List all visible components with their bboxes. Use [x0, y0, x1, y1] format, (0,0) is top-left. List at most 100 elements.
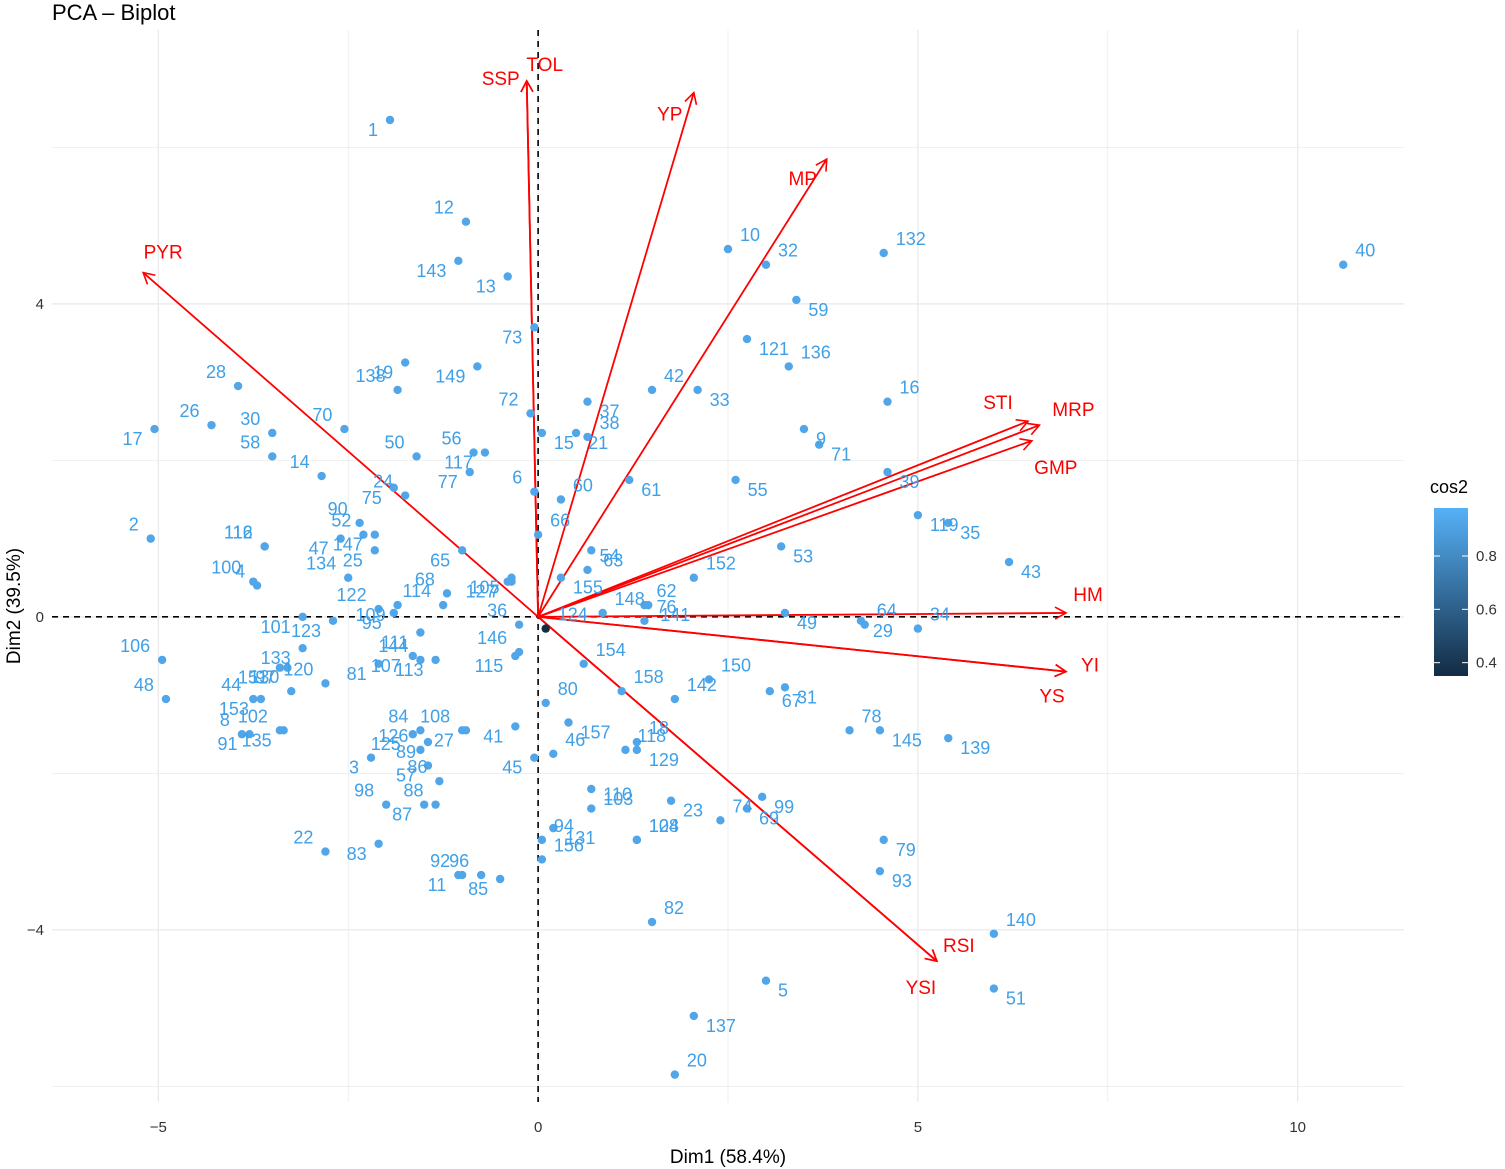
point-118: [621, 745, 630, 755]
point-label: 6: [512, 468, 522, 488]
point-label: 52: [331, 511, 351, 531]
point-60: [556, 495, 566, 504]
point-label: 4: [235, 562, 245, 582]
point-label: 3: [349, 758, 359, 778]
point-116: [260, 542, 269, 551]
point-35: [944, 518, 953, 528]
point-label: 79: [896, 840, 916, 860]
point-47: [336, 534, 345, 543]
point-141: [644, 600, 653, 610]
point-57: [423, 761, 433, 770]
point-113: [431, 655, 440, 665]
point-label: 144: [378, 636, 408, 656]
point-155: [556, 573, 566, 582]
point-label: 131: [565, 828, 595, 848]
point-67: [765, 686, 774, 696]
point-label: 124: [558, 605, 588, 625]
point-137: [689, 1011, 699, 1021]
point-label: 120: [283, 659, 313, 679]
point-label: 86: [407, 757, 427, 777]
point-label: 75: [362, 488, 382, 508]
point-label: 150: [721, 655, 751, 675]
point-label: 39: [900, 472, 920, 492]
point-label: 141: [660, 605, 690, 625]
point-101: [298, 612, 307, 622]
point-label: 137: [706, 1016, 736, 1036]
point-51: [989, 984, 999, 993]
point-label: 134: [306, 554, 336, 574]
point-label: 104: [649, 816, 679, 836]
point-150: [704, 675, 714, 684]
point-120: [321, 679, 330, 688]
point-label: 102: [238, 706, 268, 726]
point-16: [883, 397, 892, 406]
point-98: [382, 800, 391, 809]
point-88: [431, 800, 440, 809]
point-48: [161, 694, 171, 704]
point-label: 89: [396, 742, 416, 762]
point-label: 133: [261, 648, 291, 668]
point-74: [716, 816, 725, 825]
point-156: [537, 855, 547, 864]
point-label: 12: [434, 198, 454, 218]
point-label: 142: [687, 675, 717, 695]
point-71: [814, 440, 824, 449]
point-69: [742, 804, 752, 813]
point-21: [571, 428, 581, 438]
point-label: 99: [774, 797, 794, 817]
variable-arrows: [141, 79, 1068, 963]
arrow-ys: [538, 615, 1068, 678]
point-label: 81: [347, 664, 367, 684]
point-117: [480, 448, 490, 457]
point-36: [514, 620, 524, 629]
point-81: [374, 659, 383, 669]
point-37: [583, 397, 592, 406]
point-label: 158: [634, 667, 664, 687]
point-label: 107: [371, 656, 401, 676]
point-153: [256, 694, 266, 704]
point-label: 40: [1355, 241, 1375, 261]
point-labels: 1234567891011121314151617181920212223242…: [120, 120, 1375, 1071]
point-label: 65: [430, 550, 450, 570]
arrow-hm: [538, 606, 1068, 620]
point-2: [146, 534, 155, 543]
point-label: 42: [664, 366, 684, 386]
var-label-mrp: MRP: [1052, 400, 1094, 421]
point-6: [530, 487, 539, 496]
arrow-mp: [537, 157, 828, 618]
point-label: 25: [343, 550, 363, 570]
point-label: 112: [224, 522, 253, 542]
point-100: [249, 577, 258, 586]
point-66: [533, 530, 543, 539]
point-12: [461, 217, 471, 226]
reference-lines: [52, 30, 1404, 1102]
point-label: 50: [385, 432, 405, 452]
point-label: 118: [637, 726, 666, 746]
point-23: [666, 796, 676, 805]
point-89: [423, 737, 433, 747]
y-tick-label: 4: [36, 296, 44, 313]
y-axis-title: Dim2 (39.5%): [4, 548, 25, 664]
point-139: [944, 733, 953, 743]
point-label: 30: [240, 409, 260, 429]
cos2-legend: cos2 0.4 0.6 0.8: [1430, 477, 1497, 676]
point-label: 93: [892, 871, 912, 891]
point-68: [442, 589, 452, 598]
point-152: [689, 573, 699, 582]
point-142: [670, 694, 680, 704]
point-label: 24: [373, 472, 393, 492]
point-label: 95: [362, 613, 382, 633]
point-95: [389, 608, 398, 618]
legend-colorbar: [1434, 508, 1468, 676]
point-label: 149: [435, 366, 465, 386]
point-107: [408, 651, 417, 661]
point-31: [780, 683, 790, 692]
point-154: [579, 659, 588, 669]
point-label: 151: [238, 668, 268, 688]
point-73: [530, 323, 539, 332]
point-136: [784, 362, 793, 371]
point-43: [1004, 557, 1014, 567]
point-108: [457, 726, 467, 735]
point-label: 10: [740, 225, 760, 245]
point-54: [583, 565, 592, 575]
